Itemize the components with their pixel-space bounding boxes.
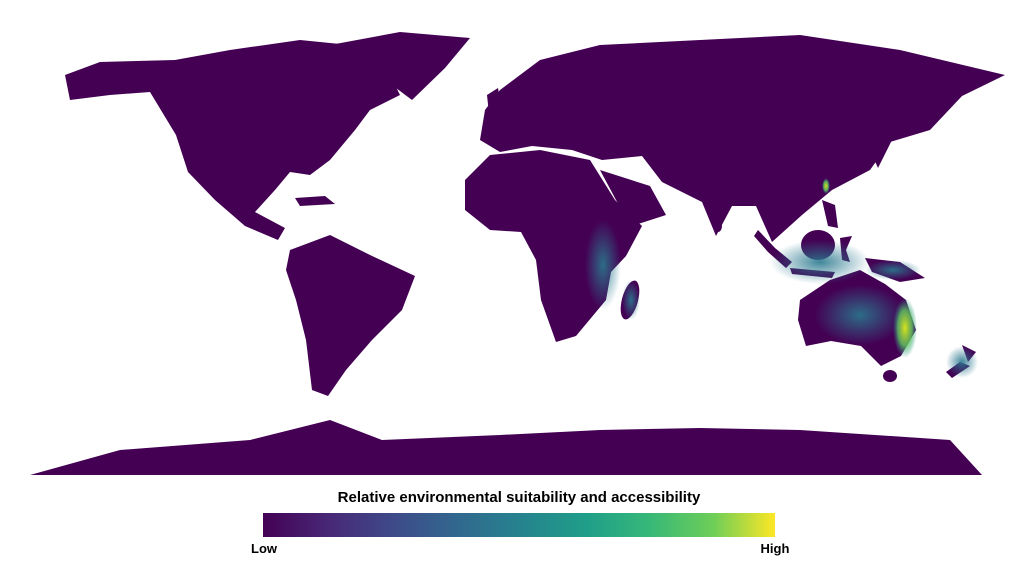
sea-highlight [770,240,870,284]
north-america [65,40,400,240]
australia-highlight [815,285,905,345]
new-guinea-highlight [865,260,921,280]
taiwan-highlight [822,178,830,194]
legend-high-label: High [761,541,790,556]
sri-lanka [714,220,722,232]
madagascar-highlight [622,280,640,320]
legend-low-label: Low [251,541,278,556]
british-isles [487,88,502,114]
legend-title: Relative environmental suitability and a… [338,489,701,506]
greenland [330,32,470,100]
suitability-highlights [585,178,978,378]
new-zealand-highlight [946,346,978,378]
japan [870,132,892,168]
philippines [822,200,838,228]
antarctica [30,420,982,475]
eurasia [480,35,1005,242]
east-australia-highlight [893,298,917,358]
south-america [286,235,415,396]
caribbean [295,196,335,206]
color-bar [263,513,775,537]
tasmania [883,370,897,382]
east-africa-highlight [585,220,621,310]
legend: Relative environmental suitability and a… [251,489,789,556]
arabia [600,170,666,226]
